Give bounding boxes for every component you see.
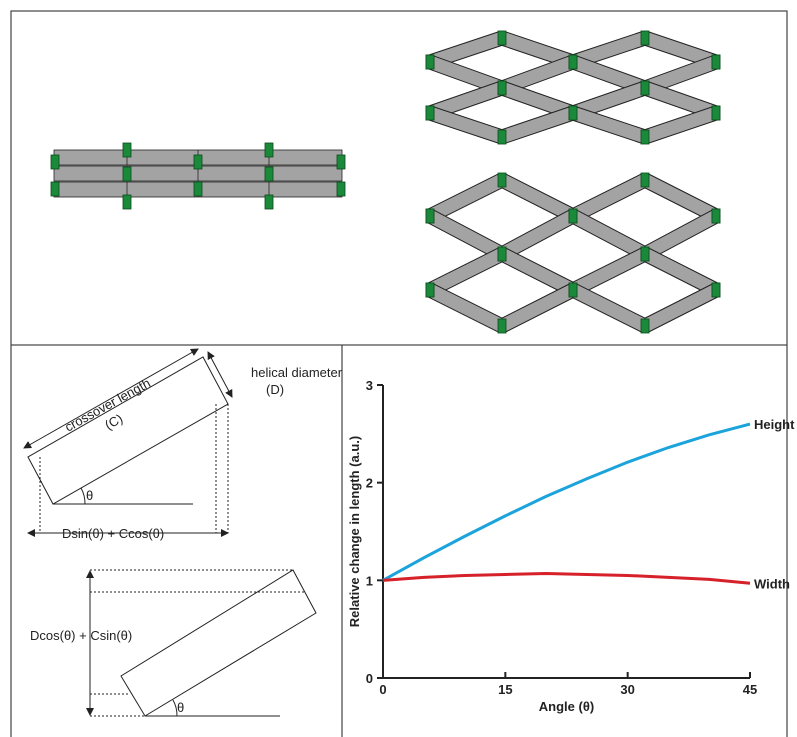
series-line bbox=[383, 424, 750, 580]
staple-marker bbox=[498, 173, 506, 187]
staple-marker bbox=[426, 283, 434, 297]
helix-rect bbox=[28, 357, 228, 504]
y-tick-label: 0 bbox=[366, 671, 373, 686]
staple-marker bbox=[265, 195, 273, 209]
staple-marker bbox=[641, 81, 649, 95]
staple-marker bbox=[123, 143, 131, 157]
y-tick-label: 1 bbox=[366, 573, 373, 588]
staple-marker bbox=[641, 319, 649, 333]
theta-label: θ bbox=[177, 700, 184, 715]
series-label: Height bbox=[754, 417, 795, 432]
x-tick-label: 30 bbox=[620, 682, 634, 697]
rotated-rect-diagram bbox=[90, 570, 316, 716]
staple-marker bbox=[337, 182, 345, 196]
staple-marker bbox=[569, 209, 577, 223]
series-line bbox=[383, 573, 750, 583]
staple-marker bbox=[569, 106, 577, 120]
figure: crossover length (C) helical diameter (D… bbox=[0, 0, 797, 737]
staple-marker bbox=[569, 55, 577, 69]
staple-marker bbox=[51, 155, 59, 169]
staple-marker bbox=[641, 173, 649, 187]
staple-marker bbox=[712, 283, 720, 297]
staple-marker bbox=[498, 81, 506, 95]
staple-marker bbox=[426, 209, 434, 223]
x-tick-label: 0 bbox=[379, 682, 386, 697]
width-formula: Dsin(θ) + Ccos(θ) bbox=[62, 526, 164, 541]
staple-marker bbox=[498, 31, 506, 45]
x-axis-title: Angle (θ) bbox=[539, 699, 594, 714]
staple-marker bbox=[194, 182, 202, 196]
series-label: Width bbox=[754, 576, 790, 591]
y-tick-label: 2 bbox=[366, 476, 373, 491]
y-axis-title: Relative change in length (a.u.) bbox=[347, 436, 362, 627]
staple-marker bbox=[337, 155, 345, 169]
rotated-rect-diagram bbox=[24, 349, 232, 533]
staple-marker bbox=[712, 209, 720, 223]
angle-arc bbox=[81, 488, 85, 504]
staple-marker bbox=[123, 167, 131, 181]
staple-marker bbox=[194, 155, 202, 169]
staple-marker bbox=[641, 130, 649, 144]
diameter-symbol: (D) bbox=[266, 382, 284, 397]
staple-marker bbox=[712, 55, 720, 69]
x-tick-label: 45 bbox=[743, 682, 757, 697]
staple-marker bbox=[51, 182, 59, 196]
staple-marker bbox=[498, 319, 506, 333]
theta-label: θ bbox=[86, 488, 93, 503]
staple-marker bbox=[426, 55, 434, 69]
staple-marker bbox=[123, 195, 131, 209]
staple-marker bbox=[641, 247, 649, 261]
staple-marker bbox=[569, 283, 577, 297]
height-formula: Dcos(θ) + Csin(θ) bbox=[30, 628, 132, 643]
staple-marker bbox=[498, 130, 506, 144]
diameter-label: helical diameter bbox=[251, 365, 343, 380]
x-tick-label: 15 bbox=[498, 682, 512, 697]
staple-marker bbox=[641, 31, 649, 45]
staple-marker bbox=[265, 143, 273, 157]
staple-marker bbox=[498, 247, 506, 261]
y-tick-label: 3 bbox=[366, 378, 373, 393]
lattice-drawings bbox=[51, 31, 720, 333]
staple-marker bbox=[426, 106, 434, 120]
staple-marker bbox=[712, 106, 720, 120]
staple-marker bbox=[265, 167, 273, 181]
